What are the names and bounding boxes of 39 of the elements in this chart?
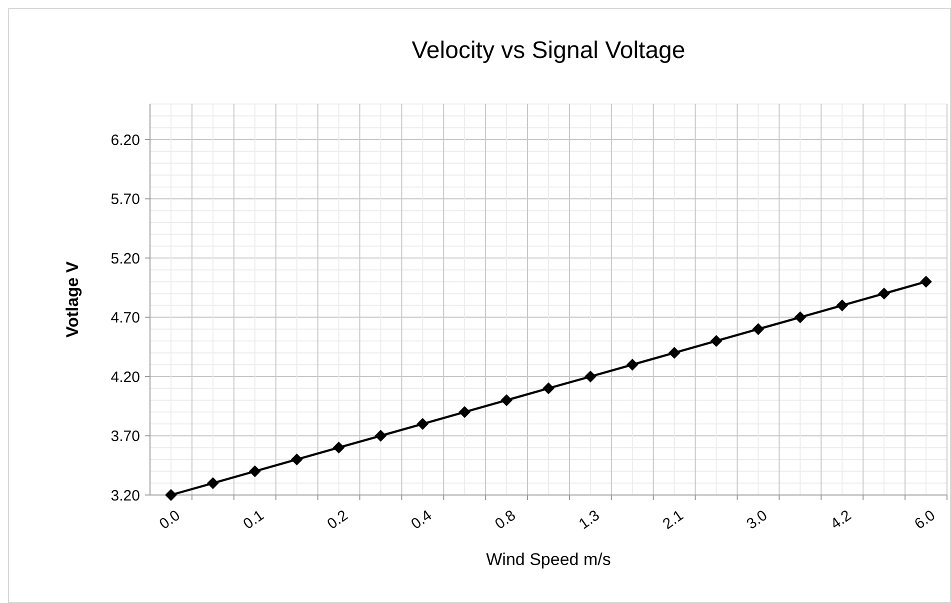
- x-tick-label: 0.8: [492, 506, 519, 533]
- point: [248, 465, 261, 478]
- x-tick-label: 2.1: [660, 506, 687, 533]
- x-tick-label: 4.2: [828, 506, 854, 533]
- point: [626, 358, 638, 371]
- point: [416, 418, 429, 430]
- chart-title: Velocity vs Signal Voltage: [412, 37, 686, 64]
- point: [206, 477, 219, 490]
- y-tick-label: 5.20: [110, 250, 140, 268]
- x-tick-label: 3.0: [744, 506, 771, 533]
- x-tick-label: 0.1: [240, 506, 268, 533]
- point: [794, 311, 806, 324]
- point: [332, 442, 345, 454]
- x-tick-label: 6.0: [912, 506, 938, 533]
- point: [542, 382, 554, 394]
- point: [458, 406, 471, 418]
- y-tick-label: 4.20: [110, 368, 140, 386]
- y-axis-title: Votlage V: [63, 260, 82, 338]
- point: [752, 323, 764, 336]
- x-tick-label: 0.2: [324, 506, 352, 533]
- point: [584, 370, 596, 382]
- x-tick-label: 0.0: [156, 506, 184, 533]
- y-tick-label: 3.70: [110, 428, 140, 446]
- point: [374, 430, 387, 442]
- point: [165, 489, 177, 501]
- point: [920, 276, 932, 288]
- y-tick-label: 3.20: [110, 487, 140, 504]
- x-axis-title: Wind Speed m/s: [486, 550, 611, 569]
- point: [878, 288, 890, 300]
- y-tick-label: 5.70: [110, 191, 140, 208]
- point: [668, 346, 680, 359]
- point: [710, 335, 722, 347]
- y-tick-label: 6.20: [110, 132, 140, 149]
- x-tick-label: 1.3: [576, 506, 603, 533]
- point: [290, 454, 303, 466]
- y-tick-label: 4.70: [110, 310, 140, 327]
- x-tick-label: 0.4: [408, 506, 435, 533]
- point: [500, 394, 512, 406]
- point: [836, 299, 848, 312]
